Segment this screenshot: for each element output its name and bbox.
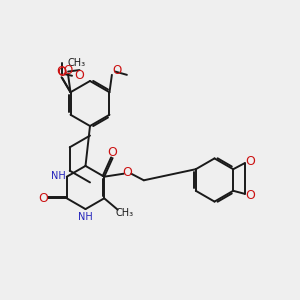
Text: CH₃: CH₃ bbox=[68, 58, 86, 68]
Text: NH: NH bbox=[77, 212, 92, 223]
Text: O: O bbox=[64, 64, 73, 76]
Text: O: O bbox=[58, 66, 67, 80]
Text: O: O bbox=[38, 192, 48, 205]
Text: NH: NH bbox=[51, 171, 66, 181]
Text: O: O bbox=[245, 155, 255, 168]
Text: O: O bbox=[113, 64, 122, 76]
Text: O: O bbox=[108, 146, 118, 159]
Text: O: O bbox=[57, 65, 67, 78]
Text: CH₃: CH₃ bbox=[115, 208, 134, 218]
Text: O: O bbox=[75, 69, 85, 82]
Text: O: O bbox=[123, 166, 133, 179]
Text: O: O bbox=[245, 189, 255, 202]
